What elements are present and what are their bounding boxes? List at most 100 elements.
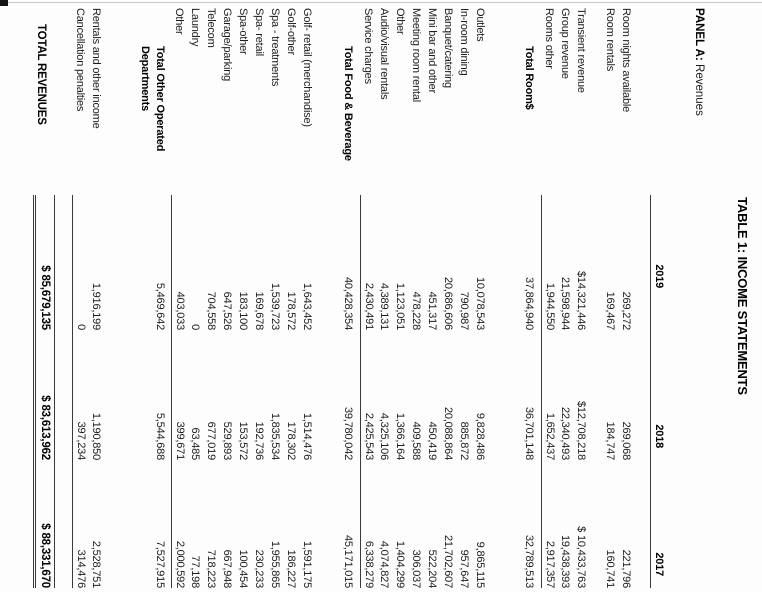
value-2018: 1,190,850 <box>90 412 102 460</box>
table-row: Other 1,123,051 1,366,164 1,404,299 <box>392 0 408 592</box>
value-2017: 2,528,751 <box>90 540 102 588</box>
value-2018: 677,019 <box>205 421 217 460</box>
panel-label: PANEL A: <box>693 8 705 61</box>
value-2018: 1,835,534 <box>269 412 281 460</box>
row-label: Other <box>394 8 406 35</box>
value-2019: 1,916,199 <box>90 282 102 330</box>
table-row: Golf- retail (merchandise) 1,643,452 1,5… <box>299 0 315 592</box>
value-2019: 169,678 <box>253 291 265 330</box>
value-2018: 184,747 <box>604 421 616 460</box>
value-2017: 32,789,513 <box>523 534 535 588</box>
scan-corner-artifact <box>0 0 8 6</box>
value-2019: 40,428,354 <box>342 276 354 330</box>
value-2018: 450,419 <box>426 421 438 460</box>
value-2019: 403,033 <box>171 195 187 330</box>
value-2017: 186,227 <box>285 549 297 588</box>
row-label: TOTAL REVENUES <box>35 24 47 125</box>
row-label: Golf-other <box>285 8 297 55</box>
value-2019: 269,272 <box>620 291 632 330</box>
value-2018: 2,425,543 <box>360 330 376 460</box>
row-label: Service charges <box>362 8 374 84</box>
value-2019: 20,686,606 <box>442 276 454 330</box>
table-row: Service charges 2,430,491 2,425,543 6,33… <box>360 0 376 592</box>
value-2018: 36,701,148 <box>523 406 535 460</box>
table-row: Room nights available 269,272 269,068 22… <box>618 0 634 592</box>
value-2019: 4,389,131 <box>378 282 390 330</box>
row-label: Outlets <box>474 8 486 42</box>
value-2019: 1,123,051 <box>394 282 406 330</box>
value-2017: 314,476 <box>72 460 88 588</box>
panel-heading: PANEL A: Revenues <box>693 0 705 592</box>
value-2017: $ 10,433,763 <box>575 526 587 588</box>
value-2017: 77,198 <box>189 555 201 588</box>
value-2019: 5,469,642 <box>154 282 166 330</box>
value-2017: 522,204 <box>426 549 438 588</box>
panel-name: Revenues <box>693 64 705 116</box>
row-label: Spa-other <box>237 8 249 55</box>
value-2017: 2,000,592 <box>171 460 187 588</box>
table-body: Room nights available 269,272 269,068 22… <box>33 0 634 592</box>
row-label: Total Room$ <box>523 46 535 110</box>
value-2018: 4,325,106 <box>378 412 390 460</box>
value-2018: 178,302 <box>285 421 297 460</box>
value-2019: 1,643,452 <box>301 282 313 330</box>
value-2018: 9,828,486 <box>474 412 486 460</box>
value-2019: 21,598,944 <box>559 276 571 330</box>
value-2018: 1,366,164 <box>394 412 406 460</box>
value-2017: 7,527,915 <box>154 540 166 588</box>
value-2019: 790,987 <box>458 291 470 330</box>
row-label: Audio/visual rentals <box>378 8 390 100</box>
value-2019: 0 <box>72 195 88 330</box>
row-label: Room nights available <box>620 8 632 113</box>
table-row: Total Other Operated Departments 5,469,6… <box>135 0 167 592</box>
row-label: Group revenue <box>559 8 571 79</box>
column-header-2019: 2019 <box>650 195 665 330</box>
table-row: Other 403,033 399,671 2,000,592 <box>171 0 187 592</box>
value-2017: $ 88,331,670 <box>33 460 55 588</box>
table-row: In-room dining 790,987 885,872 957,647 <box>456 0 472 592</box>
row-label: Other <box>173 8 185 35</box>
value-2018: 529,893 <box>221 421 233 460</box>
table-row: Golf-other 178,572 178,302 186,227 <box>283 0 299 592</box>
row-label: Golf- retail (merchandise) <box>301 8 313 127</box>
row-label: Spa - treatments <box>269 8 281 87</box>
table-row: Meeting room rental 478,228 409,588 306,… <box>408 0 424 592</box>
table-row: Audio/visual rentals 4,389,131 4,325,106… <box>376 0 392 592</box>
table-row: TOTAL REVENUES $ 85,679,135 $ 83,613,962… <box>33 0 55 592</box>
value-2017: 2,917,357 <box>541 460 557 588</box>
value-2018: 22,340,493 <box>559 406 571 460</box>
value-2018: 399,671 <box>171 330 187 460</box>
row-label: Mini bar and other <box>426 8 438 94</box>
value-2017: 21,702,607 <box>442 534 454 588</box>
value-2019: 10,078,543 <box>474 276 486 330</box>
value-2019: 169,467 <box>604 291 616 330</box>
value-2019: 0 <box>189 324 201 330</box>
table-row: Cancellation penalties 0 397,234 314,476 <box>72 0 88 592</box>
row-label: In-room dining <box>458 8 470 76</box>
row-label: Transient revenue <box>575 8 587 93</box>
row-label: Cancellation penalties <box>74 8 86 112</box>
value-2019: 451,317 <box>426 291 438 330</box>
value-2017: 957,647 <box>458 549 470 588</box>
value-2018: 20,088,864 <box>442 406 454 460</box>
table-row: Banquet/catering 20,686,606 20,088,864 2… <box>440 0 456 592</box>
value-2018: 192,736 <box>253 421 265 460</box>
value-2017: 221,796 <box>620 549 632 588</box>
row-label: Total Food & Beverage <box>342 46 354 161</box>
row-label: Garage/parking <box>221 8 233 82</box>
table-row: Spa- retail 169,678 192,736 230,233 <box>251 0 267 592</box>
value-2017: 45,171,015 <box>342 534 354 588</box>
value-2019: 183,100 <box>237 291 249 330</box>
table-row: Spa - treatments 1,539,723 1,835,534 1,9… <box>267 0 283 592</box>
row-label: Room rentals <box>604 8 616 72</box>
value-2018: 1,514,476 <box>301 412 313 460</box>
table-row: Transient revenue $14,321,446 $12,708,21… <box>573 0 589 592</box>
value-2017: 160,741 <box>604 549 616 588</box>
value-2017: 230,233 <box>253 549 265 588</box>
row-label: Rooms other <box>543 8 555 69</box>
year-header-row: 2019 2018 2017 <box>650 0 665 592</box>
row-label: Laundry <box>189 8 201 47</box>
value-2018: 5,544,688 <box>154 412 166 460</box>
column-header-2018: 2018 <box>650 330 665 460</box>
